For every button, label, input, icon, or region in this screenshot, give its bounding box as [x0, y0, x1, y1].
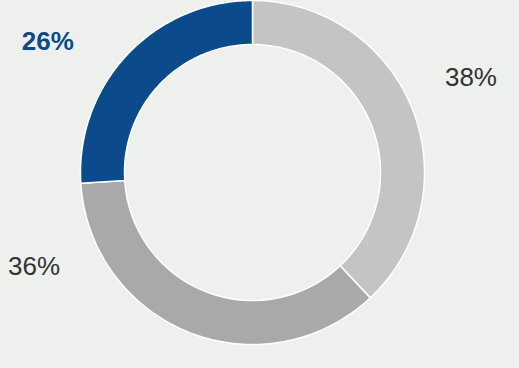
svg-text:36%: 36% [8, 251, 60, 281]
svg-text:38%: 38% [445, 62, 497, 92]
svg-text:26%: 26% [22, 26, 74, 56]
